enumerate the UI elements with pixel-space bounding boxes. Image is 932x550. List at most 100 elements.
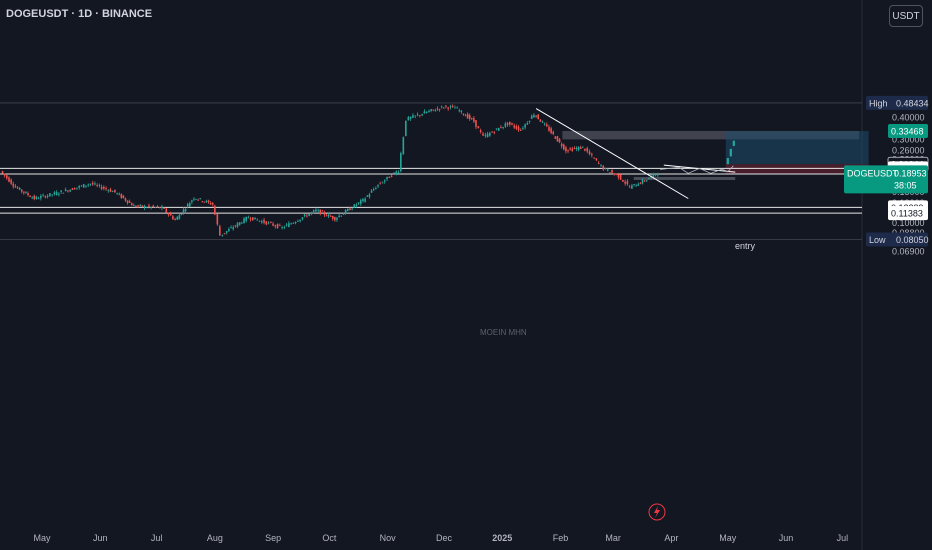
candle-body	[579, 147, 582, 149]
candle-body	[297, 221, 299, 222]
low-badge-bg	[866, 232, 928, 247]
candle-body	[156, 206, 159, 208]
candle-body	[554, 136, 557, 139]
candle-body	[604, 168, 607, 170]
candle-body	[565, 147, 567, 152]
candle-body	[575, 147, 578, 149]
candle-body	[349, 208, 351, 211]
candle-body	[434, 110, 437, 112]
candle-body	[586, 148, 589, 152]
x-tick-label: Oct	[322, 533, 337, 543]
candle-body	[281, 227, 283, 228]
lightning-icon[interactable]	[648, 503, 666, 521]
candle-body	[344, 209, 347, 214]
candle-body	[375, 188, 377, 190]
candle-body	[546, 124, 548, 127]
candle-body	[624, 181, 626, 184]
high-value: 0.48434	[896, 98, 929, 108]
candle-body	[390, 175, 393, 177]
candle-body	[258, 220, 261, 222]
candle-body	[563, 144, 565, 150]
candle-body	[243, 218, 245, 224]
candle-body	[456, 107, 458, 109]
candle-body	[245, 216, 247, 221]
candle-body	[466, 113, 469, 119]
candle-body	[228, 229, 230, 232]
price-level-badge-bg	[888, 206, 928, 221]
candle-body	[165, 208, 168, 213]
y-tick-label: 0.26000	[892, 145, 925, 155]
x-tick-label: Jun	[779, 533, 794, 543]
candle-body	[515, 126, 518, 129]
candle-body	[388, 176, 391, 178]
candle-body	[186, 204, 189, 207]
candle-body	[111, 191, 114, 193]
candle-body	[340, 215, 343, 217]
candle-body	[20, 189, 23, 192]
candle-body	[550, 128, 552, 134]
candle-body	[593, 157, 595, 159]
candle-body	[40, 195, 42, 199]
projection-path[interactable]	[660, 165, 734, 174]
x-tick-label: Sep	[265, 533, 281, 543]
candle-body	[188, 203, 191, 207]
candle-body	[317, 210, 319, 211]
candle-body	[254, 217, 256, 220]
candle-body	[285, 224, 288, 226]
candle-body	[342, 213, 345, 215]
candle-body	[116, 193, 118, 194]
candle-body	[223, 233, 226, 235]
candle-body	[69, 189, 71, 192]
price-level-badge: 0.33468	[891, 127, 924, 137]
candle-body	[617, 174, 620, 178]
candle-body	[535, 115, 537, 117]
candle-body	[247, 217, 250, 219]
candle-body	[657, 173, 659, 176]
candle-body	[42, 195, 44, 196]
x-tick-label: May	[33, 533, 51, 543]
candle-body	[174, 218, 176, 220]
candle-body	[78, 185, 80, 188]
candle-body	[323, 212, 326, 215]
candle-body	[195, 199, 197, 200]
candle-body	[556, 136, 559, 142]
candle-body	[486, 133, 489, 138]
candle-body	[383, 180, 386, 182]
candle-body	[522, 128, 524, 130]
high-badge-bg	[866, 95, 928, 110]
candle-body	[430, 109, 432, 111]
candle-body	[182, 209, 185, 213]
candle-body	[482, 133, 484, 136]
candle-body	[122, 195, 125, 199]
y-tick-label: 0.10000	[892, 218, 925, 228]
candle-body	[312, 210, 315, 212]
candle-body	[445, 105, 447, 107]
candle-body	[279, 225, 281, 226]
candle-body	[491, 131, 493, 133]
candle-body	[541, 121, 544, 123]
candle-body	[6, 175, 8, 179]
candle-body	[178, 215, 181, 220]
candle-body	[100, 186, 103, 189]
currency-button[interactable]: USDT	[889, 5, 923, 27]
candle-body	[128, 201, 131, 203]
x-tick-label: Jul	[837, 533, 849, 543]
candle-body	[55, 192, 58, 196]
candle-body	[502, 126, 504, 128]
candle-body	[290, 223, 292, 225]
candle-body	[584, 148, 586, 151]
candle-body	[475, 120, 477, 127]
candle-body	[497, 127, 500, 131]
candle-body	[412, 115, 414, 118]
candle-body	[577, 147, 580, 150]
candle-body	[98, 184, 101, 186]
candle-body	[126, 200, 129, 204]
candle-body	[154, 207, 157, 208]
x-tick-label: Aug	[207, 533, 223, 543]
candle-body	[421, 114, 423, 116]
candle-body	[148, 205, 150, 207]
downtrend-line[interactable]	[535, 108, 689, 199]
candle-body	[107, 190, 110, 192]
candle-body	[633, 184, 635, 185]
